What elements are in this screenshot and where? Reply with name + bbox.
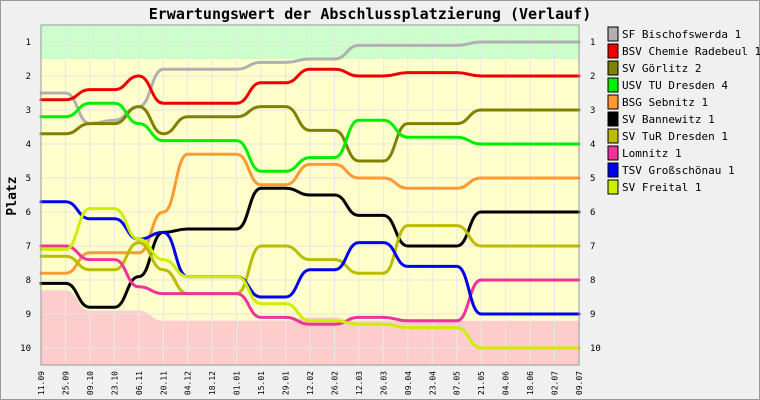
series-line-2: [39, 67, 581, 105]
series-line-10: [39, 207, 581, 350]
y-axis-label: Platz: [5, 176, 20, 215]
y-tick-label-left: 3: [26, 106, 31, 116]
y-tick-label-right: 9: [590, 310, 595, 320]
y-tick-label-left: 4: [26, 140, 31, 150]
x-tick-label: 12.02: [306, 371, 315, 395]
x-tick-label: 09.04: [404, 371, 413, 395]
legend-swatch-1: [607, 26, 619, 42]
legend-label-8: Lomnitz 1: [622, 147, 682, 160]
legend-label-6: SV Bannewitz 1: [622, 113, 715, 126]
x-tick-label: 26.03: [379, 371, 388, 395]
y-tick-label-right: 5: [590, 174, 595, 184]
x-tick-label: 25.09: [62, 371, 71, 395]
plot-border: [40, 24, 580, 366]
chart-title: Erwartungswert der Abschlussplatzierung …: [149, 5, 592, 23]
legend-swatch-4: [607, 77, 619, 93]
x-tick-label: 04.06: [502, 371, 511, 395]
legend-swatch-6: [607, 111, 619, 127]
x-tick-label: 02.07: [551, 371, 560, 395]
legend-label-7: SV TuR Dresden 1: [622, 130, 728, 143]
legend-swatch-9: [607, 162, 619, 178]
x-tick-label: 23.10: [110, 371, 119, 395]
legend-swatch-5: [607, 94, 619, 110]
x-tick-label: 06.11: [135, 371, 144, 395]
legend-label-2: BSV Chemie Radebeul 1: [622, 45, 760, 58]
x-tick-label: 23.04: [428, 371, 437, 395]
y-tick-label-right: 3: [590, 106, 595, 116]
y-tick-label-right: 4: [590, 140, 595, 150]
y-tick-label-left: 10: [20, 344, 31, 354]
series-line-5: [39, 152, 581, 275]
y-tick-label-left: 2: [26, 72, 31, 82]
y-tick-label-left: 5: [26, 174, 31, 184]
y-tick-label-right: 6: [590, 208, 595, 218]
x-tick-label: 15.01: [257, 371, 266, 395]
x-tick-label: 21.05: [477, 371, 486, 395]
series-line-8: [39, 244, 581, 326]
y-tick-label-right: 8: [590, 276, 595, 286]
x-tick-label: 18.06: [526, 371, 535, 395]
y-tick-label-left: 7: [26, 242, 31, 252]
legend-swatch-2: [607, 43, 619, 59]
x-tick-label: 29.01: [282, 371, 291, 395]
legend-label-5: BSG Sebnitz 1: [622, 96, 708, 109]
y-tick-label-left: 9: [26, 310, 31, 320]
x-tick-label: 07.05: [453, 371, 462, 395]
legend-swatch-7: [607, 128, 619, 144]
y-tick-label-right: 2: [590, 72, 595, 82]
legend-label-4: USV TU Dresden 4: [622, 79, 728, 92]
y-tick-label-left: 8: [26, 276, 31, 286]
x-tick-label: 04.12: [184, 371, 193, 395]
legend: SF Bischofswerda 1 BSV Chemie Radebeul 1 S…: [607, 26, 760, 195]
x-tick-label: 18.12: [208, 371, 217, 395]
y-tick-label-right: 1: [590, 38, 595, 48]
y-tick-label-right: 10: [590, 344, 601, 354]
legend-label-3: SV Görlitz 2: [622, 62, 701, 75]
legend-label-10: SV Freital 1: [622, 181, 701, 194]
series-line-4: [39, 101, 581, 173]
series-line-3: [39, 105, 581, 163]
series-layer: [39, 40, 581, 350]
y-tick-label-right: 7: [590, 242, 595, 252]
legend-label-9: TSV Großschönau 1: [622, 164, 735, 177]
legend-swatch-8: [607, 145, 619, 161]
x-tick-label: 09.07: [575, 371, 584, 395]
y-tick-label-left: 1: [26, 38, 31, 48]
axis-layer: 1 1 2 2 3 3 4 4 5 5 6 6 7 7 8 8 9 9 10 10 11.09 25.09 09.10 23.…: [20, 38, 601, 395]
legend-swatch-10: [607, 179, 619, 195]
legend-swatch-3: [607, 60, 619, 76]
y-tick-label-left: 6: [26, 208, 31, 218]
x-tick-label: 01.01: [233, 371, 242, 395]
series-line-7: [39, 224, 581, 296]
x-tick-label: 26.02: [331, 371, 340, 395]
x-tick-label: 09.10: [86, 371, 95, 395]
x-tick-label: 12.03: [355, 371, 364, 395]
x-tick-label: 11.09: [37, 371, 46, 395]
legend-label-1: SF Bischofswerda 1: [622, 28, 741, 41]
x-tick-label: 20.11: [159, 371, 168, 395]
